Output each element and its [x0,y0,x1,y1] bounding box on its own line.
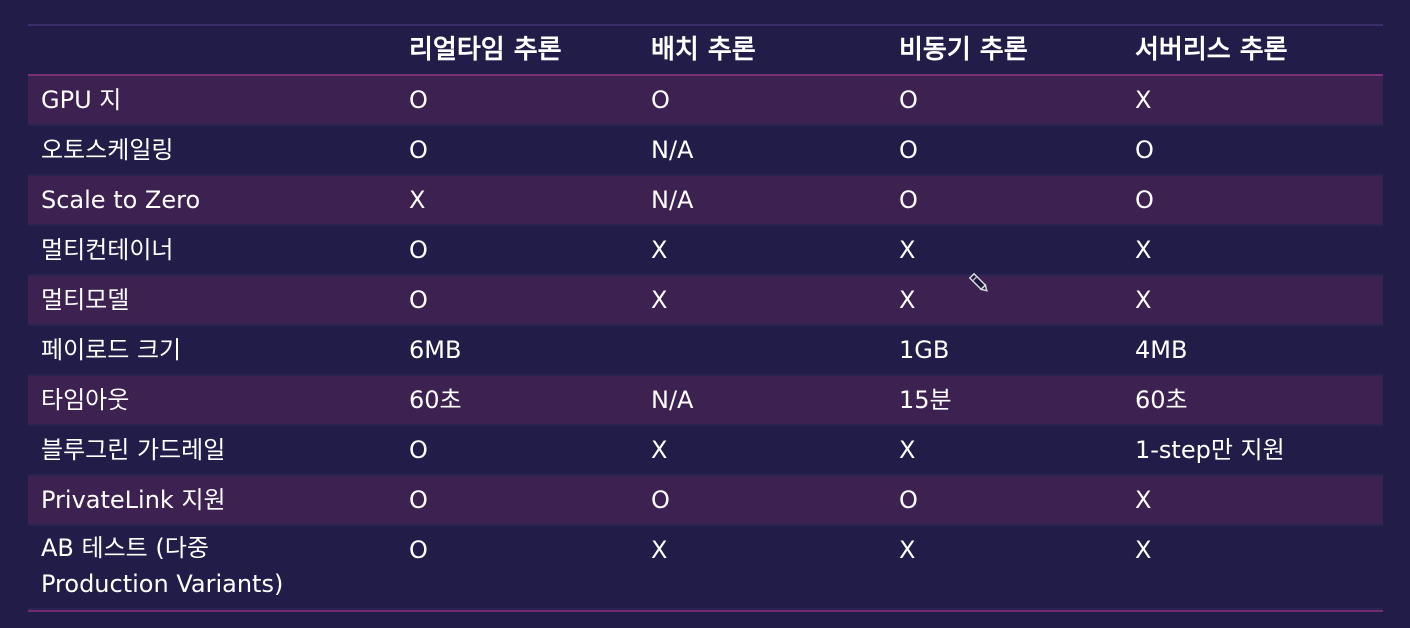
cell-async: O [899,86,918,114]
cell-batch: O [651,486,670,514]
cell-batch: N/A [651,186,694,214]
row-label: Scale to Zero [41,186,201,214]
cell-batch: N/A [651,136,694,164]
cell-realtime: 60초 [409,386,462,414]
cell-async: X [899,536,916,564]
row-label: 블루그린 가드레일 [41,436,226,464]
row-label: 멀티컨테이너 [41,236,174,264]
table-top-rule [28,24,1383,26]
cell-batch: X [651,286,668,314]
cell-serverless: X [1135,536,1152,564]
cell-async: X [899,436,916,464]
table-row-blue-green-guardrail: 블루그린 가드레일 O X X 1-step만 지원 [28,426,1383,476]
header-batch-inference: 배치 추론 [651,35,756,65]
header-realtime-inference: 리얼타임 추론 [409,35,562,65]
header-serverless-inference: 서버리스 추론 [1135,35,1288,65]
cell-async: X [899,236,916,264]
header-async-inference: 비동기 추론 [899,35,1028,65]
row-label: PrivateLink 지원 [41,486,226,514]
row-label: GPU 지 [41,86,122,114]
row-label: 페이로드 크기 [41,336,182,364]
cell-async: 1GB [899,336,950,364]
row-label: 멀티모델 [41,286,130,314]
cell-realtime: O [409,536,428,564]
cell-serverless: O [1135,136,1154,164]
cell-serverless: X [1135,86,1152,114]
cell-serverless: X [1135,286,1152,314]
table-row-autoscaling: 오토스케일링 O N/A O O [28,126,1383,176]
table-row-multi-container: 멀티컨테이너 O X X X [28,226,1383,276]
cell-async: O [899,186,918,214]
cell-serverless: 4MB [1135,336,1188,364]
cell-serverless: X [1135,236,1152,264]
cell-serverless: 1-step만 지원 [1135,436,1285,464]
cell-batch: O [651,86,670,114]
cell-serverless: 60초 [1135,386,1188,414]
table-row-privatelink: PrivateLink 지원 O O O X [28,476,1383,526]
cell-realtime: O [409,136,428,164]
cell-serverless: X [1135,486,1152,514]
pencil-icon [968,272,988,292]
table-header-row: 리얼타임 추론 배치 추론 비동기 추론 서버리스 추론 [28,26,1383,76]
cell-realtime: O [409,86,428,114]
row-label: 오토스케일링 [41,136,174,164]
cell-realtime: X [409,186,426,214]
cell-batch: X [651,536,668,564]
cell-async: 15분 [899,386,952,414]
cell-serverless: O [1135,186,1154,214]
table-row-multi-model: 멀티모델 O X X X [28,276,1383,326]
table-row-timeout: 타임아웃 60초 N/A 15분 60초 [28,376,1383,426]
cell-async: O [899,486,918,514]
table-row-scale-to-zero: Scale to Zero X N/A O O [28,176,1383,226]
comparison-table: 리얼타임 추론 배치 추론 비동기 추론 서버리스 추론 GPU 지 O O O… [28,24,1383,612]
cell-batch: N/A [651,386,694,414]
cell-batch: X [651,236,668,264]
table-row-payload-size: 페이로드 크기 6MB 1GB 4MB [28,326,1383,376]
cell-realtime: O [409,486,428,514]
row-label: AB 테스트 (다중 Production Variants) [41,534,284,598]
row-label: 타임아웃 [41,386,130,414]
cell-realtime: O [409,286,428,314]
cell-async: O [899,136,918,164]
table-bottom-rule [28,610,1383,612]
cell-realtime: O [409,236,428,264]
cell-batch: X [651,436,668,464]
table-row-ab-test: AB 테스트 (다중 Production Variants) O X X X [28,526,1383,610]
table-row-gpu: GPU 지 O O O X [28,76,1383,126]
cell-realtime: 6MB [409,336,462,364]
cell-realtime: O [409,436,428,464]
cell-async: X [899,286,916,314]
